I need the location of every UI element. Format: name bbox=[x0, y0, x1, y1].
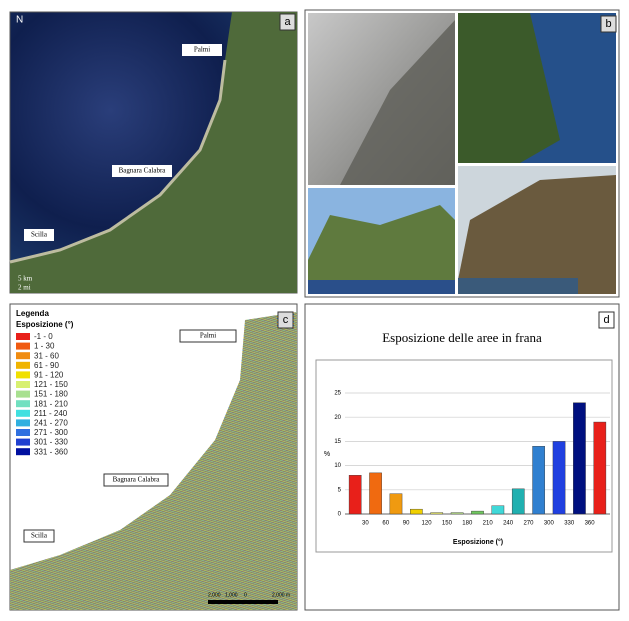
panel-box bbox=[279, 13, 296, 31]
legend-swatch bbox=[16, 448, 30, 456]
x-tick-label: 270 bbox=[523, 521, 534, 527]
x-tick-label: 210 bbox=[483, 521, 494, 527]
land bbox=[10, 12, 297, 293]
x-tick-label: 180 bbox=[462, 521, 473, 527]
panel-letter: a bbox=[284, 16, 291, 28]
place-label: Bagnara Calabra bbox=[113, 476, 161, 484]
x-tick-label: 360 bbox=[585, 521, 596, 527]
x-axis-label: Esposizione (°) bbox=[453, 538, 503, 546]
legend-label: 331 - 360 bbox=[34, 447, 68, 456]
x-tick-label: 90 bbox=[403, 521, 410, 527]
legend-label: 271 - 300 bbox=[34, 428, 68, 437]
x-tick-label: 60 bbox=[382, 521, 389, 527]
x-tick-label: 300 bbox=[544, 521, 555, 527]
legend-swatch bbox=[16, 352, 30, 360]
aspect-map bbox=[10, 312, 297, 610]
legend-swatch bbox=[16, 409, 30, 417]
legend-label: 31 - 60 bbox=[34, 351, 59, 360]
bar bbox=[369, 472, 382, 515]
y-tick-label: 10 bbox=[334, 463, 341, 469]
legend-label: 1 - 30 bbox=[34, 342, 55, 351]
x-tick-label: 330 bbox=[564, 521, 575, 527]
chart-title: Esposizione delle aree in frana bbox=[382, 330, 542, 345]
place-label: Bagnara Calabra bbox=[119, 167, 167, 175]
legend-label: 91 - 120 bbox=[34, 371, 64, 380]
legend-label: 181 - 210 bbox=[34, 399, 68, 408]
place-label: Scilla bbox=[31, 231, 48, 239]
y-tick-label: 25 bbox=[334, 391, 341, 397]
legend-label: 61 - 90 bbox=[34, 361, 59, 370]
legend-swatch bbox=[16, 429, 30, 436]
legend-swatch bbox=[16, 371, 30, 379]
x-tick-label: 150 bbox=[442, 521, 453, 527]
legend-swatch bbox=[16, 400, 30, 408]
panel-letter: b bbox=[605, 18, 611, 30]
legend-label: 211 - 240 bbox=[34, 409, 68, 418]
y-axis-label: % bbox=[324, 451, 330, 458]
scale-label: 1,000 bbox=[225, 592, 238, 598]
scale-label: 2 mi bbox=[18, 284, 31, 292]
bar bbox=[450, 512, 464, 515]
bar bbox=[410, 508, 423, 515]
y-tick-label: 15 bbox=[334, 439, 341, 445]
scale-label: 5 km bbox=[18, 275, 33, 283]
bar bbox=[511, 488, 525, 515]
legend-title: Legenda bbox=[16, 309, 49, 318]
legend-subtitle: Esposizione (°) bbox=[16, 320, 74, 329]
y-tick-label: 5 bbox=[338, 487, 342, 493]
legend-label: -1 - 0 bbox=[34, 332, 53, 341]
legend-label: 241 - 270 bbox=[34, 419, 68, 428]
x-tick-label: 30 bbox=[362, 521, 369, 527]
legend-swatch bbox=[16, 381, 30, 388]
bar bbox=[532, 446, 545, 515]
legend-swatch bbox=[16, 390, 30, 398]
scale-label: 0 bbox=[244, 592, 247, 598]
bar bbox=[552, 441, 566, 515]
legend-swatch bbox=[16, 333, 30, 340]
place-label: Palmi bbox=[194, 46, 210, 54]
bar bbox=[348, 475, 362, 515]
scale-label: 2,000 m bbox=[272, 592, 290, 598]
legend-swatch bbox=[16, 342, 30, 350]
x-tick-label: 240 bbox=[503, 521, 514, 527]
bar bbox=[389, 493, 403, 515]
legend-label: 121 - 150 bbox=[34, 380, 68, 389]
bar bbox=[573, 402, 586, 515]
scale-label: 2,000 bbox=[208, 592, 221, 598]
legend-label: 301 - 330 bbox=[34, 438, 68, 447]
legend-swatch bbox=[16, 419, 30, 427]
place-label: Palmi bbox=[200, 332, 216, 340]
legend-swatch bbox=[16, 438, 30, 446]
panel-letter: c bbox=[283, 314, 289, 326]
coast bbox=[9, 59, 227, 264]
bar bbox=[471, 510, 484, 515]
bar bbox=[430, 512, 444, 515]
bar bbox=[491, 505, 505, 515]
legend-swatch bbox=[16, 361, 30, 369]
place-label: Scilla bbox=[31, 532, 48, 540]
north: N bbox=[16, 15, 23, 26]
y-tick-label: 20 bbox=[334, 415, 341, 421]
panel-letter: d bbox=[603, 314, 609, 326]
y-tick-label: 0 bbox=[338, 512, 342, 518]
legend-label: 151 - 180 bbox=[34, 390, 68, 399]
bar bbox=[593, 421, 607, 515]
x-tick-label: 120 bbox=[422, 521, 433, 527]
